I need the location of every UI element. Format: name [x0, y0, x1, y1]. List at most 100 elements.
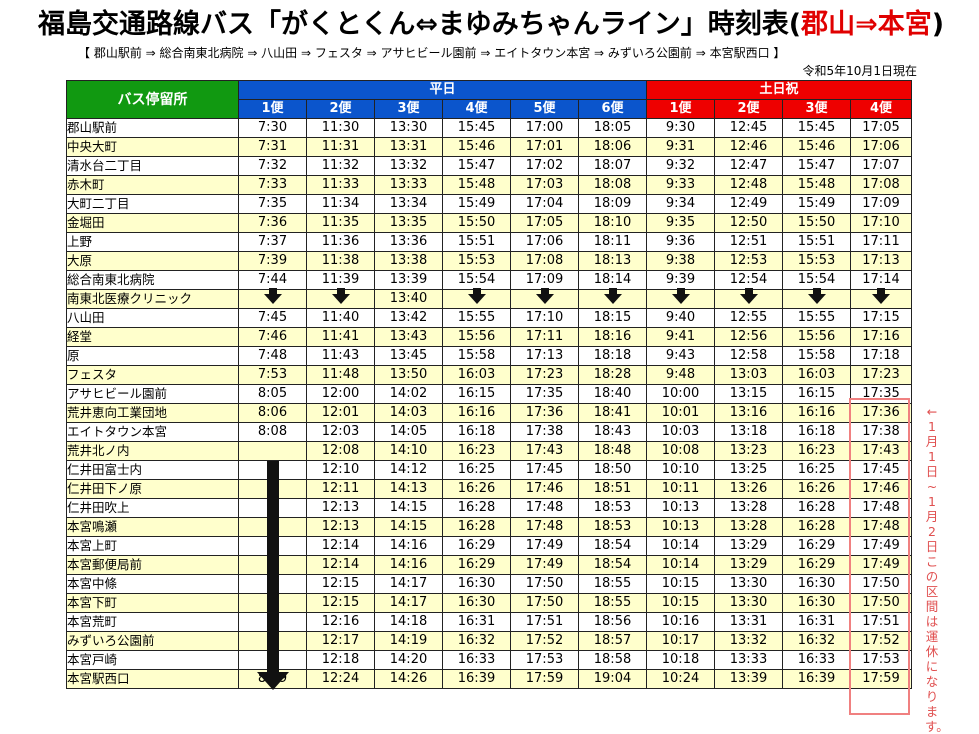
time-cell: 12:01 [306, 403, 375, 423]
time-cell: 9:38 [646, 251, 715, 271]
time-cell: 15:49 [782, 194, 851, 214]
time-cell: 18:10 [578, 213, 647, 233]
time-cell: 12:45 [714, 118, 783, 138]
time-cell: 18:06 [578, 137, 647, 157]
time-cell: 10:00 [646, 384, 715, 404]
time-cell: 8:05 [238, 384, 307, 404]
time-cell: 12:17 [306, 631, 375, 651]
time-cell: 13:43 [374, 327, 443, 347]
time-cell: 18:16 [578, 327, 647, 347]
time-cell: 9:39 [646, 270, 715, 290]
time-cell: 11:39 [306, 270, 375, 290]
time-cell: 17:36 [510, 403, 579, 423]
time-cell: 7:36 [238, 213, 307, 233]
time-cell: 15:51 [782, 232, 851, 252]
table-row: 総合南東北病院 7:44 11:39 13:39 15:54 17:09 18:14 9:39… [66, 270, 912, 290]
weekend-bin-2: 2便 [714, 99, 783, 119]
page-title: 福島交通路線バス「がくとくん⇔まゆみちゃんライン」時刻表(郡山⇒本宮) [38, 2, 944, 41]
time-cell: 10:17 [646, 631, 715, 651]
time-cell: 17:45 [850, 460, 912, 480]
time-cell [238, 441, 307, 461]
time-cell: 11:33 [306, 175, 375, 195]
table-row: 本宮下町 12:15 14:17 16:30 17:50 18:55 10:15 13:30 1… [66, 593, 912, 613]
time-cell: 17:09 [850, 194, 912, 214]
time-cell: 15:47 [442, 156, 511, 176]
timetable: バス停留所 平日 土日祝 1便 2便 3便 4便 5便 6便 1便 2便 3便 4便 郡山駅前 7:… [66, 80, 912, 689]
time-cell: 7:30 [238, 118, 307, 138]
time-cell: 13:16 [714, 403, 783, 423]
time-cell: 17:15 [850, 308, 912, 328]
time-cell: 16:03 [442, 365, 511, 385]
time-cell: 12:13 [306, 498, 375, 518]
time-cell: 12:49 [714, 194, 783, 214]
time-cell: 14:12 [374, 460, 443, 480]
time-cell: 13:18 [714, 422, 783, 442]
time-cell: 12:03 [306, 422, 375, 442]
time-cell: 16:25 [782, 460, 851, 480]
table-row: 仁井田富士内 12:10 14:12 16:25 17:45 18:50 10:10 13:2… [66, 460, 912, 480]
skip-arrow-icon [646, 288, 715, 309]
time-cell: 13:39 [714, 669, 783, 689]
time-cell: 13:33 [714, 650, 783, 670]
time-cell: 13:40 [374, 289, 443, 309]
time-cell: 17:59 [850, 669, 912, 689]
time-cell: 15:49 [442, 194, 511, 214]
time-cell: 16:16 [442, 403, 511, 423]
time-cell: 13:38 [374, 251, 443, 271]
time-cell: 17:10 [850, 213, 912, 233]
time-cell: 17:48 [510, 498, 579, 518]
time-cell: 17:49 [510, 536, 579, 556]
time-cell: 10:15 [646, 593, 715, 613]
time-cell: 11:35 [306, 213, 375, 233]
time-cell: 13:30 [374, 118, 443, 138]
time-cell: 17:05 [510, 213, 579, 233]
time-cell: 17:49 [850, 536, 912, 556]
time-cell: 15:58 [442, 346, 511, 366]
time-cell: 18:55 [578, 593, 647, 613]
time-cell: 12:14 [306, 536, 375, 556]
time-cell: 17:51 [850, 612, 912, 632]
time-cell: 12:55 [714, 308, 783, 328]
time-cell: 8:08 [238, 422, 307, 442]
time-cell: 12:16 [306, 612, 375, 632]
skip-arrow-icon [238, 288, 307, 309]
table-row: 南東北医療クリニック 13:40 [66, 288, 912, 309]
table-row: 上野 7:37 11:36 13:36 15:51 17:06 18:11 9:36 12:51… [66, 232, 912, 252]
time-cell: 16:28 [782, 517, 851, 537]
time-cell: 14:15 [374, 498, 443, 518]
time-cell: 9:34 [646, 194, 715, 214]
weekday-header: 平日 [238, 80, 647, 100]
time-cell: 12:58 [714, 346, 783, 366]
weekend-bin-3: 3便 [782, 99, 851, 119]
time-cell: 18:15 [578, 308, 647, 328]
weekend-header: 土日祝 [646, 80, 912, 100]
table-row: 八山田 7:45 11:40 13:42 15:55 17:10 18:15 9:40 12:5… [66, 308, 912, 328]
time-cell: 18:53 [578, 517, 647, 537]
time-cell: 7:33 [238, 175, 307, 195]
time-cell: 11:34 [306, 194, 375, 214]
time-cell: 11:30 [306, 118, 375, 138]
time-cell: 17:11 [850, 232, 912, 252]
time-cell: 18:28 [578, 365, 647, 385]
time-cell: 13:26 [714, 479, 783, 499]
time-cell: 10:13 [646, 498, 715, 518]
time-cell: 9:43 [646, 346, 715, 366]
time-cell: 11:43 [306, 346, 375, 366]
stop-name: エイトタウン本宮 [66, 422, 239, 442]
time-cell: 18:05 [578, 118, 647, 138]
skip-arrow-icon [510, 288, 579, 309]
time-cell: 12:00 [306, 384, 375, 404]
stop-name: 本宮戸崎 [66, 650, 239, 670]
time-cell: 14:16 [374, 555, 443, 575]
time-cell: 18:53 [578, 498, 647, 518]
time-cell: 9:41 [646, 327, 715, 347]
time-cell: 17:50 [510, 593, 579, 613]
time-cell: 7:31 [238, 137, 307, 157]
time-cell: 13:34 [374, 194, 443, 214]
time-cell: 17:08 [510, 251, 579, 271]
down-arrow-icon [331, 288, 350, 304]
time-cell: 12:56 [714, 327, 783, 347]
time-cell: 9:30 [646, 118, 715, 138]
time-cell: 12:47 [714, 156, 783, 176]
time-cell: 13:32 [714, 631, 783, 651]
